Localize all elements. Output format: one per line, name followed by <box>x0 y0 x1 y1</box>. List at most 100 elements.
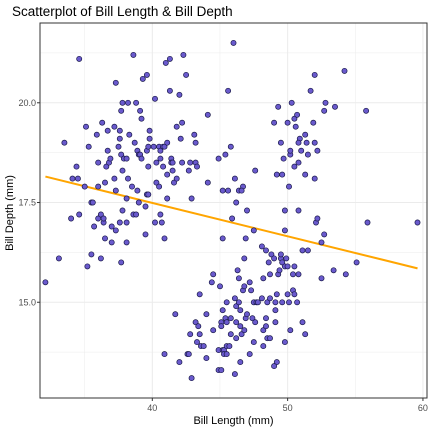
data-point <box>267 335 273 342</box>
y-axis-label: Bill Depth (mm) <box>4 175 16 251</box>
data-point <box>203 311 210 318</box>
data-point <box>318 239 325 246</box>
data-point <box>176 359 183 366</box>
data-point <box>85 143 92 150</box>
data-point <box>171 179 177 186</box>
data-point <box>222 151 229 158</box>
data-point <box>226 343 233 350</box>
data-point <box>277 139 284 146</box>
data-point <box>299 319 306 326</box>
data-point <box>281 207 288 214</box>
data-point <box>291 163 298 170</box>
data-point <box>219 187 226 194</box>
data-point <box>142 231 149 238</box>
data-point <box>102 235 108 242</box>
data-point <box>219 307 226 314</box>
data-point <box>179 119 186 126</box>
data-point <box>95 183 102 190</box>
data-point <box>332 103 338 110</box>
data-point <box>353 259 360 266</box>
data-point <box>219 235 226 242</box>
data-point <box>150 143 157 150</box>
trend-layer <box>45 175 418 270</box>
panel-border <box>39 22 428 399</box>
data-point <box>145 143 152 150</box>
data-point <box>237 359 244 366</box>
data-point <box>215 155 222 162</box>
data-point <box>248 287 255 294</box>
data-point <box>160 163 167 170</box>
data-point <box>218 323 225 330</box>
data-point <box>314 147 321 154</box>
data-point <box>119 167 126 174</box>
data-point <box>252 319 259 326</box>
data-point <box>112 227 119 234</box>
data-point <box>231 295 238 302</box>
data-point <box>169 167 176 174</box>
data-point <box>311 175 318 182</box>
data-point <box>93 131 100 138</box>
data-point <box>123 239 130 246</box>
data-point <box>183 71 190 78</box>
data-point <box>227 331 234 338</box>
data-point <box>115 143 122 150</box>
data-point <box>139 75 146 82</box>
data-point <box>364 219 371 226</box>
data-point <box>172 311 179 318</box>
data-point <box>157 147 164 154</box>
data-point <box>157 155 164 162</box>
data-point <box>267 271 273 278</box>
data-point <box>192 319 199 326</box>
data-point <box>112 187 119 194</box>
data-point <box>258 295 265 302</box>
data-point <box>194 163 200 170</box>
data-point <box>188 195 195 202</box>
data-point <box>146 135 153 142</box>
x-tick-label: 60 <box>418 403 428 413</box>
data-point <box>311 71 318 78</box>
data-point <box>271 363 278 370</box>
data-point <box>123 219 130 226</box>
data-point <box>260 327 267 334</box>
data-point <box>272 299 279 306</box>
data-point <box>284 263 291 270</box>
data-point <box>112 79 119 86</box>
data-point <box>89 199 96 206</box>
data-point <box>145 163 152 170</box>
data-point <box>237 323 244 330</box>
data-point <box>287 327 294 334</box>
data-point <box>225 87 232 94</box>
data-point <box>102 179 108 186</box>
data-point <box>164 171 171 178</box>
data-point <box>258 243 265 250</box>
data-point <box>263 315 269 322</box>
data-point <box>223 299 230 306</box>
data-point <box>225 187 232 194</box>
data-point <box>116 219 123 226</box>
data-point <box>169 159 176 166</box>
y-tick-label: 17.5 <box>18 198 36 208</box>
data-point <box>99 119 106 126</box>
data-point <box>238 331 245 338</box>
data-point <box>292 123 299 130</box>
data-point <box>279 259 286 266</box>
data-point <box>246 279 253 286</box>
data-point <box>153 179 160 186</box>
data-point <box>234 267 241 274</box>
data-point <box>254 299 261 306</box>
data-point <box>103 163 110 170</box>
data-point <box>84 263 91 270</box>
data-point <box>279 299 286 306</box>
data-point <box>235 299 242 306</box>
data-point <box>260 275 267 282</box>
data-point <box>42 279 49 286</box>
x-tick-label: 40 <box>147 403 157 413</box>
data-point <box>146 127 153 134</box>
data-point <box>138 155 145 162</box>
data-point <box>272 307 279 314</box>
data-point <box>161 143 168 150</box>
data-point <box>73 163 80 170</box>
data-point <box>142 203 149 210</box>
data-point <box>304 247 311 254</box>
